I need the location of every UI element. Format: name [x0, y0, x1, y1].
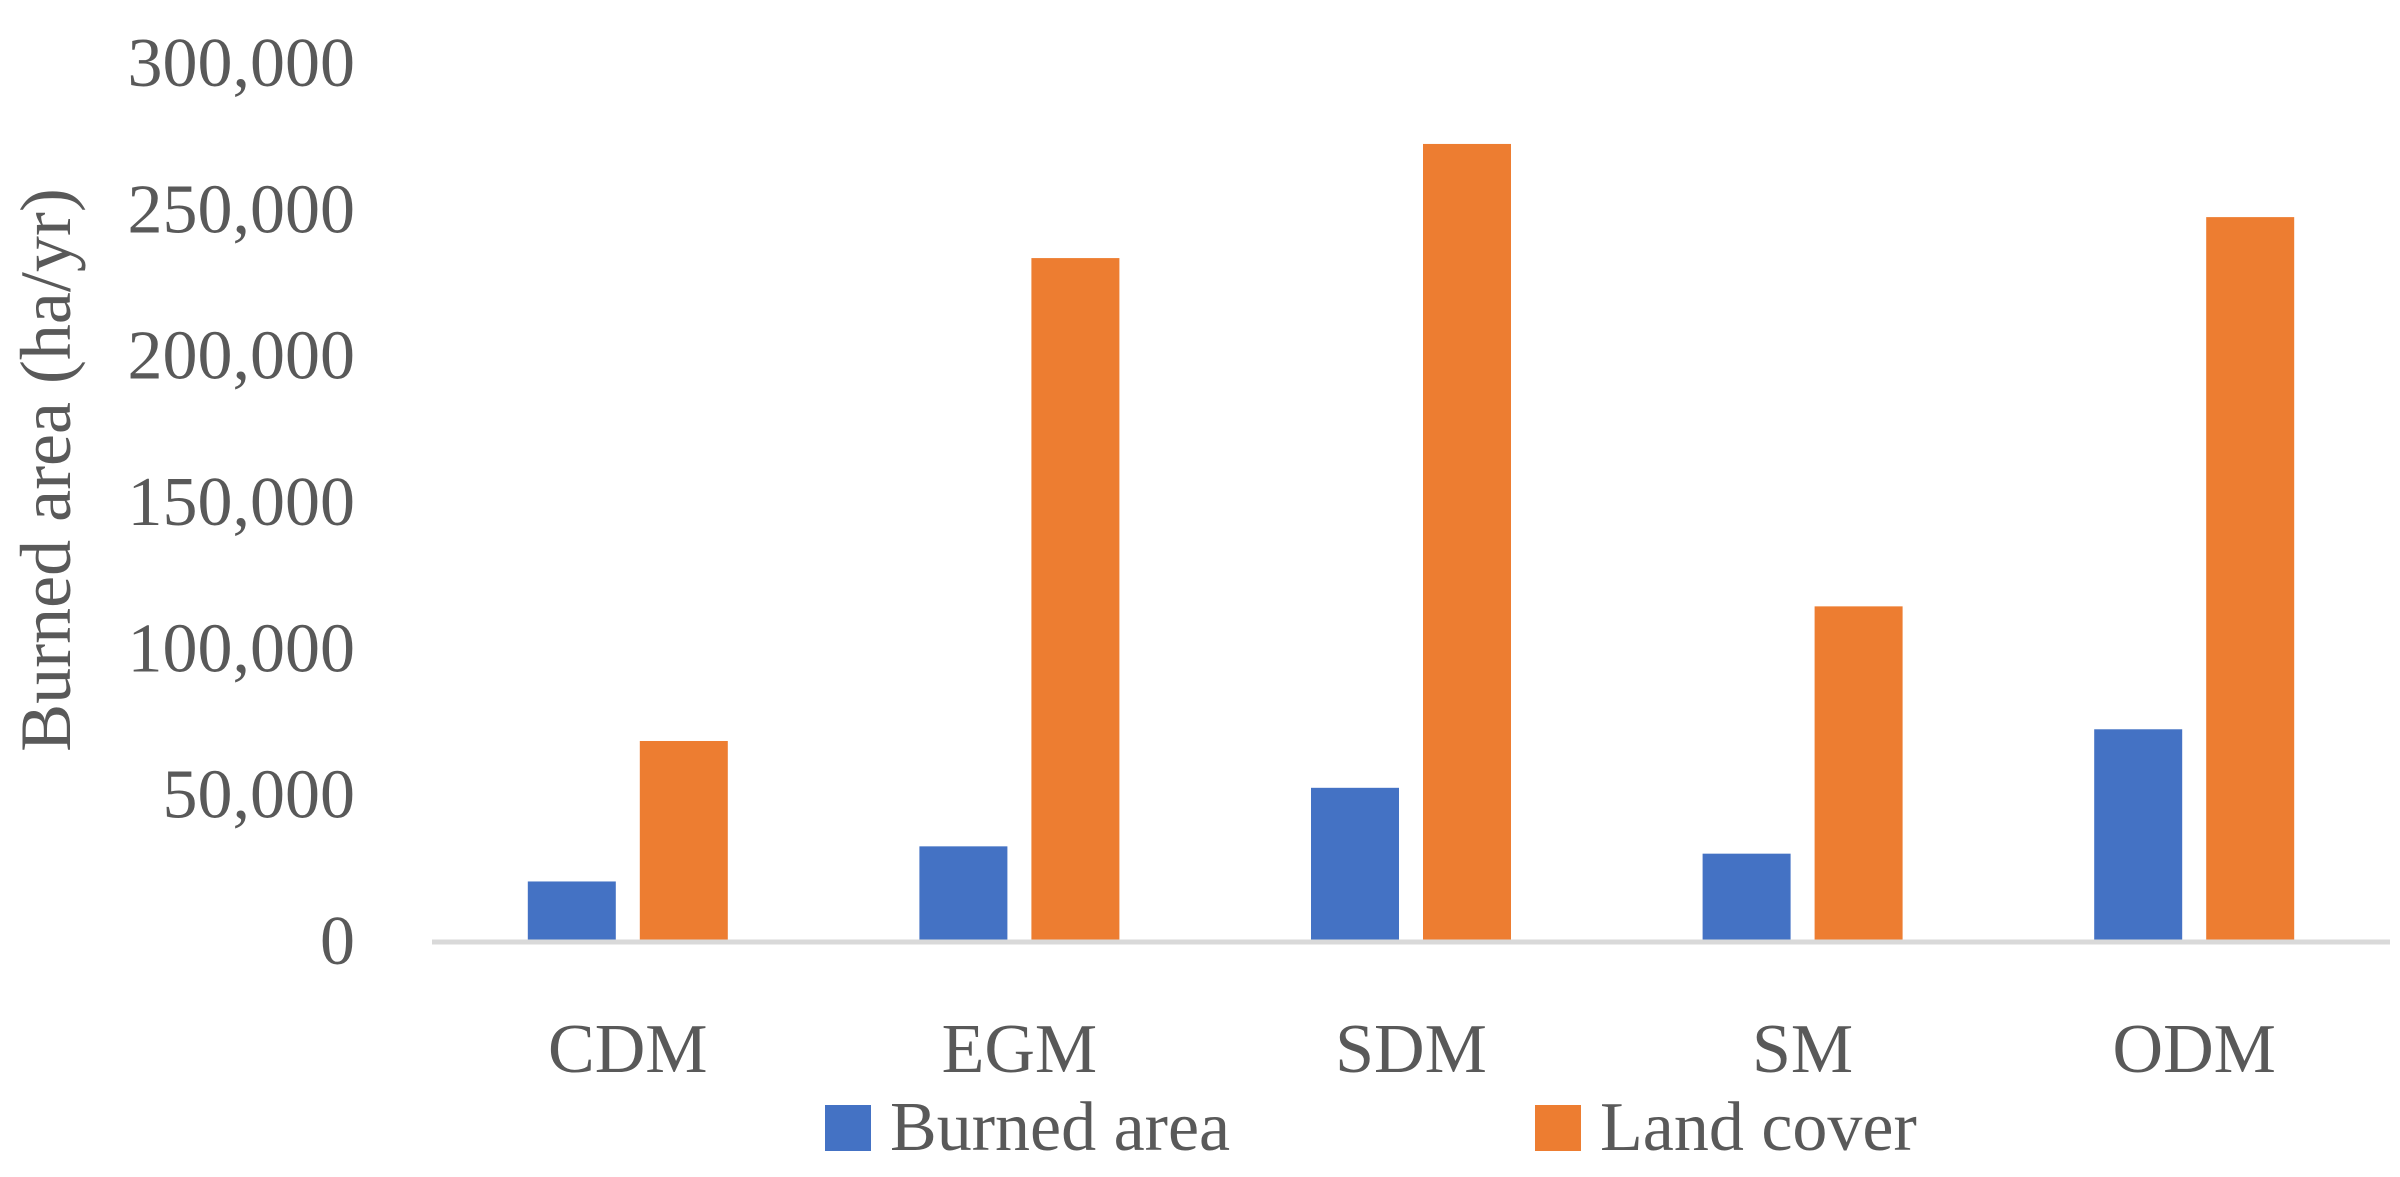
legend-label: Burned area [890, 1089, 1230, 1166]
legend-swatch-burned-area [825, 1105, 871, 1151]
y-axis-title: Burned area (ha/yr) [6, 188, 86, 752]
y-tick-label: 200,000 [128, 318, 356, 395]
legend: Burned area Land cover [825, 1089, 1917, 1166]
y-tick-label: 250,000 [128, 171, 356, 248]
y-axis-ticks: 0 50,000 100,000 150,000 200,000 250,000 300,0… [128, 25, 356, 980]
y-tick-label: 150,000 [128, 464, 356, 541]
x-tick-label: EGM [942, 1011, 1098, 1088]
bar-land-cover-egm [1031, 258, 1120, 940]
bar-land-cover-cdm [639, 740, 728, 940]
y-tick-label: 300,000 [128, 25, 356, 102]
bar-burned-area-sdm [1311, 787, 1399, 940]
y-tick-label: 0 [320, 903, 355, 980]
bar-land-cover-sdm [1423, 143, 1511, 941]
bars [527, 143, 2295, 941]
bar-burned-area-sm [1702, 853, 1791, 940]
x-tick-label: CDM [548, 1011, 707, 1088]
x-tick-label: ODM [2113, 1011, 2276, 1088]
legend-label: Land cover [1600, 1089, 1917, 1166]
x-tick-label: SDM [1335, 1011, 1487, 1088]
bar-land-cover-sm [1814, 606, 1903, 940]
bar-burned-area-egm [919, 846, 1008, 940]
legend-swatch-land-cover [1535, 1105, 1581, 1151]
bar-land-cover-odm [2206, 217, 2295, 940]
y-tick-label: 100,000 [128, 610, 356, 687]
bar-burned-area-cdm [527, 881, 616, 940]
x-axis-labels: CDM EGM SDM SM ODM [548, 1011, 2276, 1088]
bar-burned-area-odm [2094, 729, 2183, 940]
x-tick-label: SM [1752, 1011, 1853, 1088]
y-tick-label: 50,000 [163, 757, 356, 834]
